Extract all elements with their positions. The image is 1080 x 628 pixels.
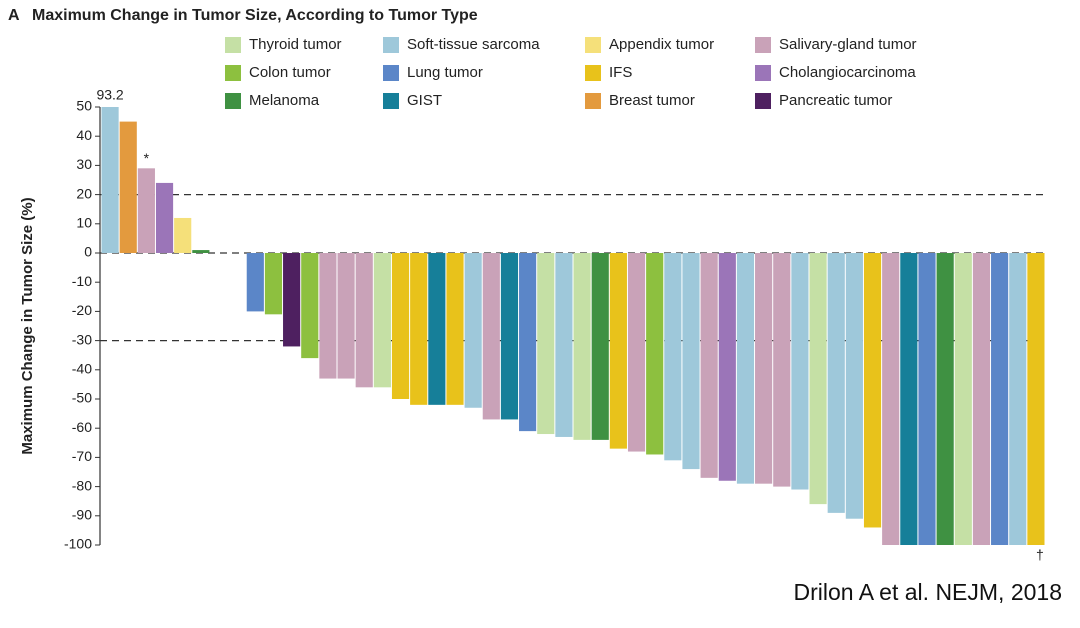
legend-label: Soft-tissue sarcoma xyxy=(407,36,540,53)
bar xyxy=(301,253,319,359)
bar xyxy=(155,182,174,253)
bar xyxy=(646,253,664,455)
legend-label: Thyroid tumor xyxy=(249,36,342,53)
y-tick-label: 30 xyxy=(76,156,92,172)
legend-label: Appendix tumor xyxy=(609,36,714,53)
value-label: 93.2 xyxy=(96,87,123,103)
bar xyxy=(410,253,428,405)
bar xyxy=(174,217,192,253)
legend-label: Breast tumor xyxy=(609,92,695,109)
legend-swatch xyxy=(755,65,771,81)
legend-label: Pancreatic tumor xyxy=(779,92,892,109)
y-tick-label: 20 xyxy=(76,185,92,201)
bar xyxy=(900,253,918,545)
bar xyxy=(954,253,972,545)
y-tick-label: -100 xyxy=(64,536,92,552)
legend-label: Colon tumor xyxy=(249,64,331,81)
y-tick-label: 0 xyxy=(84,244,92,260)
bar xyxy=(119,121,137,253)
legend-label: GIST xyxy=(407,92,442,109)
bar xyxy=(101,107,119,253)
legend-label: Lung tumor xyxy=(407,64,483,81)
bar xyxy=(718,253,736,481)
bar xyxy=(972,253,991,545)
bar xyxy=(192,250,210,253)
y-tick-label: -40 xyxy=(72,361,92,377)
legend-swatch xyxy=(383,93,399,109)
bar xyxy=(991,253,1009,545)
bar xyxy=(918,253,936,545)
bar xyxy=(537,253,555,435)
bar xyxy=(555,253,573,437)
bar xyxy=(627,253,646,452)
y-tick-label: 10 xyxy=(76,215,92,231)
legend-swatch xyxy=(225,65,241,81)
legend-label: IFS xyxy=(609,64,632,81)
bar xyxy=(283,253,301,347)
bar xyxy=(1027,253,1045,545)
bar xyxy=(500,253,519,420)
bar xyxy=(591,253,609,440)
bar xyxy=(446,253,464,405)
bar xyxy=(355,253,373,388)
bar xyxy=(736,253,755,484)
bar xyxy=(863,253,882,528)
y-tick-label: -30 xyxy=(72,331,92,347)
y-tick-label: -80 xyxy=(72,477,92,493)
bar xyxy=(373,253,391,388)
bar xyxy=(428,253,446,405)
bar xyxy=(464,253,482,408)
bar xyxy=(700,253,718,478)
y-axis-label: Maximum Change in Tumor Size (%) xyxy=(19,197,36,454)
panel-label: A xyxy=(8,7,20,24)
y-tick-label: -10 xyxy=(72,273,92,289)
chart-title: Maximum Change in Tumor Size, According … xyxy=(32,7,478,24)
bar xyxy=(391,253,410,399)
legend-swatch xyxy=(585,37,601,53)
bar xyxy=(773,253,791,487)
bar xyxy=(682,253,700,470)
legend-swatch xyxy=(383,65,399,81)
y-tick-label: -50 xyxy=(72,390,92,406)
bar xyxy=(755,253,773,484)
bar xyxy=(573,253,591,440)
bar xyxy=(882,253,900,545)
y-tick-label: -20 xyxy=(72,302,92,318)
bar xyxy=(827,253,845,513)
bar xyxy=(519,253,537,432)
legend-swatch xyxy=(585,65,601,81)
bar xyxy=(246,253,264,312)
annotation: * xyxy=(144,150,150,166)
legend-swatch xyxy=(755,93,771,109)
bar xyxy=(337,253,355,379)
bar xyxy=(264,253,283,315)
bar xyxy=(1009,253,1027,545)
bar xyxy=(936,253,954,545)
legend-swatch xyxy=(225,37,241,53)
legend-swatch xyxy=(585,93,601,109)
legend-swatch xyxy=(755,37,771,53)
bar xyxy=(845,253,863,519)
legend-swatch xyxy=(225,93,241,109)
bar xyxy=(664,253,682,461)
y-tick-label: 40 xyxy=(76,127,92,143)
annotation: † xyxy=(1036,547,1044,563)
legend-label: Salivary-gland tumor xyxy=(779,36,917,53)
bar xyxy=(809,253,827,505)
bar xyxy=(482,253,500,420)
y-tick-label: 50 xyxy=(76,98,92,114)
bar xyxy=(137,168,155,253)
y-tick-label: -90 xyxy=(72,507,92,523)
source: Drilon A et al. NEJM, 2018 xyxy=(794,579,1062,605)
legend-swatch xyxy=(383,37,399,53)
y-tick-label: -60 xyxy=(72,419,92,435)
bar xyxy=(609,253,627,449)
y-tick-label: -70 xyxy=(72,448,92,464)
legend-label: Melanoma xyxy=(249,92,320,109)
bar xyxy=(791,253,809,490)
legend-label: Cholangiocarcinoma xyxy=(779,64,916,81)
bar xyxy=(319,253,337,379)
